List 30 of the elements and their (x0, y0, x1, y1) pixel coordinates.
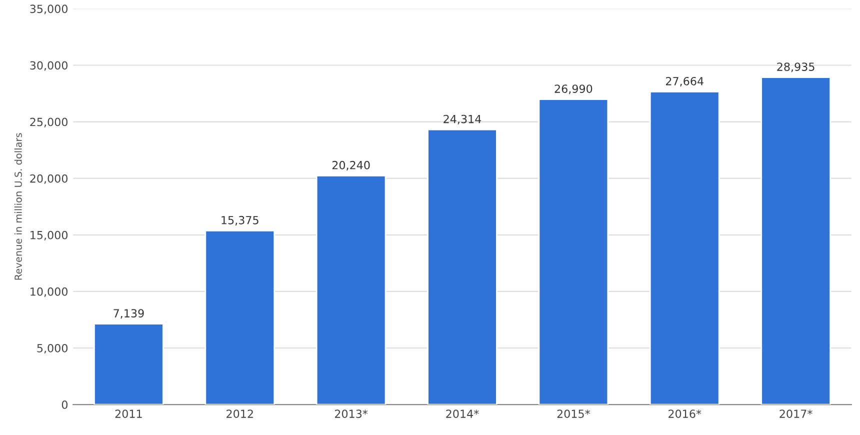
x-tick-label: 2011 (115, 410, 142, 418)
bar (204, 230, 276, 405)
data-label: 24,314 (444, 114, 482, 124)
y-tick-label: 15,000 (30, 230, 68, 240)
y-tick-label: 25,000 (30, 118, 68, 128)
y-tick-label: 30,000 (30, 61, 68, 71)
x-tick-label: 2017* (780, 410, 812, 418)
y-tick-label: 20,000 (30, 174, 68, 184)
x-tick-label: 2014* (446, 410, 479, 418)
x-tick-label: 2015* (557, 410, 590, 418)
bar (538, 98, 609, 405)
bar (94, 323, 164, 405)
data-label: 26,990 (554, 84, 592, 94)
data-label: 15,375 (222, 216, 258, 226)
x-tick-label: 2012 (226, 410, 253, 418)
bar (760, 76, 831, 405)
data-label: 27,664 (666, 76, 704, 86)
y-tick-label: 0 (62, 400, 68, 409)
y-tick-label: 5,000 (37, 344, 68, 354)
data-label: 28,935 (777, 62, 814, 72)
bar (316, 174, 386, 405)
bar (427, 128, 498, 405)
y-axis-title: Revenue in million U.S. dollars (14, 133, 22, 280)
data-label: 7,139 (114, 309, 144, 319)
y-tick-label: 10,000 (30, 287, 68, 297)
x-tick-label: 2013* (334, 410, 368, 418)
x-tick-label: 2016* (668, 410, 702, 418)
bar (649, 90, 720, 405)
data-label: 20,240 (332, 160, 370, 170)
y-tick-label: 35,000 (30, 4, 68, 14)
